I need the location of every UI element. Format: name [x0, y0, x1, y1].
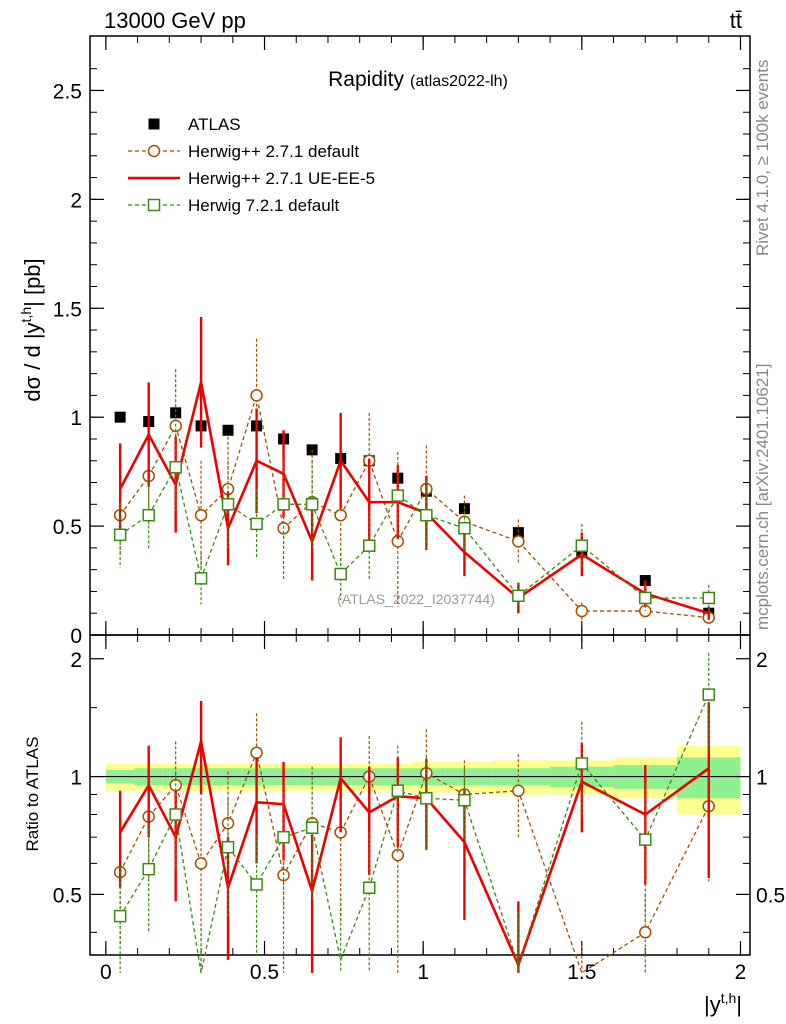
herwig-7-2-1-default-ratio-marker	[420, 792, 433, 805]
y-tick-label: 1.5	[53, 298, 82, 321]
y-tick-label: 2	[70, 189, 82, 212]
herwig-7-2-1-default-marker	[277, 498, 290, 511]
collision-label: 13000 GeV pp	[104, 8, 246, 33]
herwig-7-2-1-default-ratio-marker	[169, 808, 182, 821]
herwig-7-2-1-default-marker	[702, 591, 715, 605]
herwig-7-2-1-default-ratio-marker	[277, 830, 290, 844]
atlas-data-point	[114, 411, 126, 423]
x-axis-label-tail: |	[736, 992, 742, 1017]
atlas-data-point	[222, 424, 234, 436]
herwig-2-7-1-default-ratio-marker	[391, 848, 405, 862]
legend-square-marker	[147, 198, 161, 212]
herwig-7-2-1-default-marker	[512, 589, 525, 603]
herwig-2-7-1-default-marker	[250, 389, 263, 402]
herwig-7-2-1-default-marker	[113, 528, 127, 542]
herwig-7-2-1-default-ratio-marker	[639, 833, 652, 846]
herwig-2-7-1-default-marker	[334, 508, 347, 522]
herwig-7-2-1-default-ratio-marker	[305, 821, 319, 834]
legend-label: Herwig++ 2.7.1 UE-EE-5	[188, 169, 375, 188]
ratio-plot-frame	[89, 634, 751, 956]
herwig-2-7-1-default-marker	[194, 508, 208, 522]
herwig-7-2-1-default-ratio-marker	[250, 878, 263, 891]
y-axis-label-tail: | [pb]	[20, 258, 45, 307]
ratio-y-axis-label: Ratio to ATLAS	[23, 737, 42, 852]
herwig-7-2-1-default-ratio-marker	[142, 862, 155, 876]
y-axis-label-sup: t,h	[18, 307, 34, 323]
herwig-2-7-1-ue-ee-5-line	[118, 382, 710, 615]
legend-label: ATLAS	[188, 115, 241, 134]
x-axis-label-main: |y	[704, 992, 721, 1017]
herwig-2-7-1-ue-ee-5-ratio-line	[119, 741, 710, 969]
herwig-7-2-1-default-ratio-marker	[391, 784, 405, 797]
mcplots-label: mcplots.cern.ch [arXiv:2401.10621]	[753, 364, 772, 630]
herwig-2-7-1-default-marker	[512, 535, 525, 548]
herwig-2-7-1-default-ratio-marker	[512, 784, 525, 797]
ratio-y-tick-label: 0.5	[53, 884, 82, 907]
herwig-7-2-1-default-marker	[639, 591, 652, 605]
herwig-7-2-1-default-marker	[250, 517, 263, 531]
herwig-7-2-1-default-ratio-marker	[575, 757, 589, 770]
x-tick-label: 0.5	[250, 961, 279, 984]
atlas-data-point	[512, 527, 524, 539]
herwig-2-7-1-default-ratio-marker	[194, 857, 208, 870]
herwig-2-7-1-default-ratio-marker	[639, 926, 652, 939]
herwig-7-2-1-default-marker	[142, 508, 155, 522]
herwig-2-7-1-default-ratio-marker	[250, 746, 263, 760]
y-tick-label: 0.5	[53, 516, 82, 539]
series-group	[113, 316, 715, 974]
y-tick-label: 2.5	[53, 80, 82, 103]
legend: ATLAS Herwig++ 2.7.1 default Herwig++ 2.7.…	[128, 115, 375, 215]
atlas-data-point	[170, 407, 182, 419]
herwig-7-2-1-default-ratio-marker	[113, 909, 127, 923]
herwig-2-7-1-default-ratio-line	[119, 750, 710, 974]
ratio-y-tick-label-right: 0.5	[756, 884, 785, 907]
ratio-y-tick-label: 2	[70, 649, 82, 672]
herwig-2-7-1-default-marker	[575, 604, 589, 618]
herwig-7-2-1-default-marker	[458, 522, 471, 535]
herwig-7-2-1-default-ratio-marker	[221, 840, 235, 854]
process-label: tt̄	[730, 8, 742, 33]
ratio-bands	[90, 745, 750, 815]
herwig-7-2-1-default-marker	[334, 567, 347, 581]
chart-title-group: Rapidity (atlas2022-lh)	[328, 68, 508, 91]
ratio-y-tick-label-right: 2	[756, 649, 768, 672]
x-tick-label: 0	[100, 961, 112, 984]
herwig-7-2-1-default-ratio-line	[119, 694, 710, 974]
y-axis-label-main: dσ / d |y	[20, 322, 45, 401]
axes-group: 0 0.5 1 1.5 200.511.522.50.5 0.51 12 2	[53, 35, 785, 984]
x-tick-label: 1	[417, 961, 429, 984]
legend-circle-marker	[147, 144, 161, 158]
y-tick-label: 0	[70, 625, 82, 648]
herwig-7-2-1-default-ratio-marker	[702, 688, 715, 701]
y-axis-label: dσ / d |yt,h| [pb]	[18, 258, 45, 401]
herwig-7-2-1-default-ratio-marker	[362, 881, 376, 894]
herwig-7-2-1-default-marker	[194, 572, 208, 585]
herwig-7-2-1-default-marker	[362, 539, 376, 552]
x-tick-label: 2	[735, 961, 747, 984]
herwig-7-2-1-default-marker	[305, 498, 319, 511]
ratio-y-tick-label: 1	[70, 767, 82, 790]
ratio-y-tick-label-right: 1	[756, 767, 768, 790]
x-axis-label: |yt,h|	[704, 990, 742, 1017]
herwig-7-2-1-default-marker	[221, 498, 235, 511]
rivet-label: Rivet 4.1.0, ≥ 100k events	[753, 60, 772, 256]
herwig-7-2-1-default-ratio-marker	[458, 793, 471, 807]
legend-label: Herwig 7.2.1 default	[188, 196, 339, 215]
chart-subtitle: (atlas2022-lh)	[410, 73, 508, 90]
legend-label: Herwig++ 2.7.1 default	[188, 142, 359, 161]
legend-atlas-marker	[148, 118, 160, 130]
chart-title: Rapidity	[328, 68, 404, 91]
herwig-7-2-1-default-marker	[169, 461, 182, 474]
herwig-7-2-1-default-marker	[391, 489, 405, 502]
y-tick-label: 1	[70, 407, 82, 430]
analysis-watermark: (ATLAS_2022_I2037744)	[337, 591, 495, 607]
x-axis-label-sup: t,h	[721, 990, 737, 1006]
herwig-7-2-1-default-marker	[420, 508, 433, 522]
herwig-7-2-1-default-marker	[575, 539, 589, 552]
